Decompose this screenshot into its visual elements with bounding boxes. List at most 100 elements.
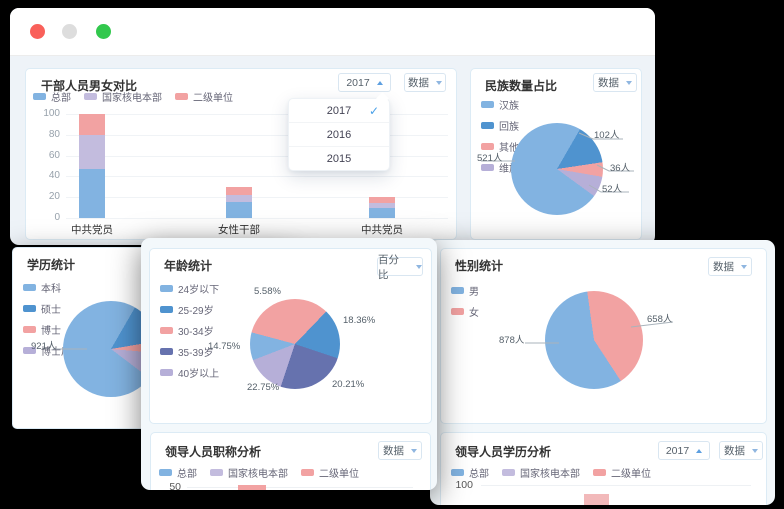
bar-segment-pink[interactable]	[79, 114, 105, 135]
legend-swatch	[481, 164, 494, 171]
data-dropdown-button[interactable]: 数据	[404, 73, 446, 92]
legend-swatch	[160, 285, 173, 292]
close-window-icon[interactable]	[30, 24, 45, 39]
legend-label: 35-39岁	[178, 348, 214, 359]
pie-label-female: 658人	[647, 314, 673, 325]
y-axis-tick: 20	[48, 191, 60, 203]
legend-item-二级单位: 二级单位	[593, 465, 651, 480]
pie-label-hui: 102人	[594, 130, 620, 141]
ethnicity-pie-chart[interactable]	[511, 123, 603, 215]
chevron-up-icon	[696, 448, 703, 453]
legend-label: 博士	[41, 326, 61, 337]
y-axis-tick: 100	[455, 479, 473, 491]
gridline	[66, 176, 448, 178]
legend-item-其他: 其他	[481, 139, 519, 154]
legend-swatch	[23, 305, 36, 312]
legend-label: 25-29岁	[178, 306, 214, 317]
chevron-down-icon	[436, 80, 442, 85]
menu-item-2015[interactable]: 2015	[289, 147, 389, 170]
year-select-value: 2017	[665, 444, 690, 457]
pie-label-bachelor: 921人	[31, 341, 57, 352]
percent-select[interactable]: 百分比	[377, 254, 423, 281]
legend-label: 二级单位	[193, 93, 233, 104]
legend-item-二级单位: 二级单位	[301, 465, 359, 480]
y-axis-tick: 50	[169, 481, 181, 490]
legend-swatch	[301, 469, 314, 476]
window-titlebar[interactable]	[10, 8, 655, 56]
pie-label-35-39: 20.21%	[332, 379, 365, 390]
legend-swatch	[451, 469, 464, 476]
y-axis-tick: 60	[48, 149, 60, 161]
bar-segment-pink[interactable]	[369, 197, 395, 204]
x-axis-label: 女性干部	[218, 224, 260, 236]
legend-item-博士: 博士	[23, 322, 71, 337]
legend-label: 二级单位	[319, 469, 359, 480]
minimize-window-icon[interactable]	[62, 24, 77, 39]
bar-group-3[interactable]	[369, 114, 395, 218]
legend: 24岁以下 25-29岁 30-34岁 35-39岁 40岁以上	[160, 281, 219, 380]
menu-item-2017[interactable]: 2017 ✓	[289, 99, 389, 123]
check-icon: ✓	[368, 103, 379, 118]
legend-label: 二级单位	[611, 469, 651, 480]
data-button-label: 数据	[724, 445, 745, 457]
age-pie-chart[interactable]	[250, 299, 340, 389]
data-dropdown-button[interactable]: 数据	[378, 441, 422, 460]
data-dropdown-button[interactable]: 数据	[593, 73, 637, 92]
gridline	[66, 197, 448, 199]
bar-segment-blue[interactable]	[226, 202, 252, 218]
y-axis-tick: 0	[54, 212, 60, 223]
legend: 本科 硕士 博士 博士后	[23, 280, 71, 358]
zoom-window-icon[interactable]	[96, 24, 111, 39]
legend-label: 国家核电本部	[228, 469, 288, 480]
legend-item-总部: 总部	[451, 465, 489, 480]
legend-swatch	[23, 326, 36, 333]
year-select[interactable]: 2017	[658, 441, 710, 460]
data-button-label: 数据	[598, 77, 619, 89]
pie-label-under24: 14.75%	[208, 341, 241, 352]
legend-label: 博士后	[41, 347, 71, 358]
bar-segment-purple[interactable]	[79, 134, 105, 170]
card-ethnicity-ratio: 民族数量占比 数据 汉族 回族 其他 维族 102人 36人 52人 521人	[470, 68, 642, 240]
data-button-label: 数据	[713, 261, 734, 273]
card-title: 学历统计	[27, 258, 76, 272]
legend-swatch	[160, 306, 173, 313]
data-dropdown-button[interactable]: 数据	[719, 441, 763, 460]
card-cadre-gender-compare: 干部人员男女对比 2017 数据 总部 国家核电本部 二级单位 100 80 60 40 2…	[25, 68, 457, 240]
bar-group-1[interactable]	[79, 114, 105, 218]
bar-segment-purple[interactable]	[369, 203, 395, 208]
legend-item-总部: 总部	[159, 465, 197, 480]
legend-swatch	[481, 101, 494, 108]
y-axis-tick: 40	[48, 170, 60, 182]
chevron-down-icon	[416, 264, 422, 269]
legend-swatch	[159, 469, 172, 476]
bar-segment-pink[interactable]	[226, 186, 252, 196]
bar-segment-blue[interactable]	[79, 169, 105, 218]
bar-segment-pink[interactable]	[238, 485, 266, 490]
legend-swatch	[481, 143, 494, 150]
menu-item-2016[interactable]: 2016	[289, 123, 389, 147]
year-select[interactable]: 2017	[338, 73, 391, 92]
legend-label: 男	[469, 287, 479, 298]
bar-group-2[interactable]	[226, 114, 252, 218]
pie-label-han: 521人	[477, 153, 503, 164]
bar-segment-pink[interactable]	[584, 494, 609, 505]
bottom-center-panel: 年龄统计 百分比 24岁以下 25-29岁 30-34岁 35-39岁 40岁以上 5.…	[141, 238, 437, 490]
gender-pie-chart[interactable]	[545, 291, 643, 389]
bar-segment-purple[interactable]	[226, 195, 252, 203]
chevron-down-icon	[741, 264, 747, 269]
legend-swatch	[23, 284, 36, 291]
year-dropdown-menu: 2017 ✓ 2016 2015	[288, 98, 390, 171]
menu-item-label: 2015	[326, 152, 352, 165]
legend-swatch	[451, 287, 464, 294]
card-title: 干部人员男女对比	[41, 79, 138, 93]
gridline	[66, 134, 448, 136]
legend: 总部 国家核电本部 二级单位	[33, 89, 233, 104]
legend-item-女: 女	[451, 304, 479, 319]
card-title: 领导人员职称分析	[165, 445, 262, 459]
legend-label: 回族	[499, 122, 519, 133]
legend-label: 硕士	[41, 305, 61, 316]
legend-label: 30-34岁	[178, 327, 214, 338]
legend-swatch	[33, 93, 46, 100]
data-dropdown-button[interactable]: 数据	[708, 257, 752, 276]
bar-segment-blue[interactable]	[369, 207, 395, 218]
